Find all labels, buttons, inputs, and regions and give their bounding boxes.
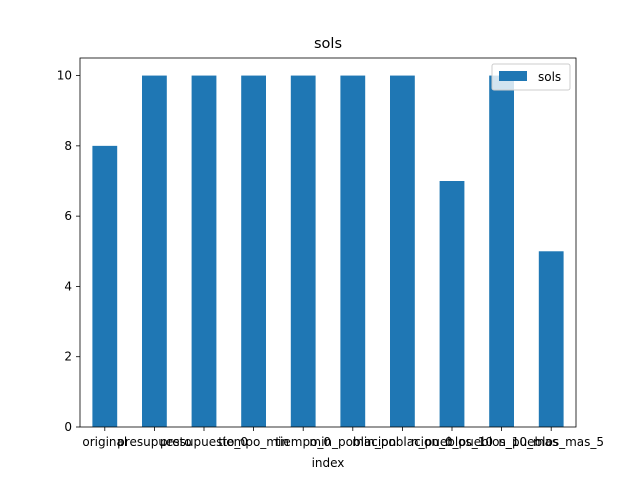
bar-original bbox=[92, 145, 118, 427]
bar-n_pueblos_mas_5 bbox=[538, 251, 564, 427]
bars-group bbox=[92, 75, 564, 428]
bar-min_poblacion bbox=[340, 75, 366, 428]
x-tick-label: presupuesto_0 bbox=[160, 435, 248, 449]
bar-tiempo_min bbox=[241, 75, 266, 428]
y-tick-label: 10 bbox=[57, 69, 72, 83]
y-tick-label: 2 bbox=[64, 350, 72, 364]
x-axis-label: index bbox=[312, 456, 345, 470]
y-tick-label: 8 bbox=[64, 139, 72, 153]
y-tick-label: 0 bbox=[64, 420, 72, 434]
bar-n_pueblos_10_mas bbox=[489, 75, 514, 428]
x-ticks-group: originalpresupuestopresupuesto_0tiempo_m… bbox=[82, 427, 604, 449]
y-tick-label: 4 bbox=[64, 279, 72, 293]
x-tick-label: presupuesto bbox=[117, 435, 191, 449]
legend-label: sols bbox=[538, 70, 561, 84]
bar-tiempo_0 bbox=[290, 75, 316, 428]
plot-frame bbox=[79, 57, 577, 428]
legend-frame bbox=[491, 63, 571, 91]
x-tick-label: min_poblacion_0 bbox=[352, 435, 452, 449]
y-ticks-group: 0 2 4 6 8 10 bbox=[57, 69, 80, 434]
bar-presupuesto_0 bbox=[191, 75, 217, 428]
axes-group bbox=[79, 57, 577, 428]
x-tick-label: tiempo_0 bbox=[275, 435, 331, 449]
bar-presupuesto bbox=[142, 75, 167, 428]
x-tick-label: n_pueblos_10 bbox=[411, 435, 493, 449]
x-tick-label: n_pueblos_10_mas bbox=[445, 435, 558, 449]
bar-n_pueblos_10 bbox=[439, 181, 465, 427]
x-tick-label: original bbox=[82, 435, 127, 449]
y-tick-label: 6 bbox=[64, 209, 72, 223]
x-tick-label: tiempo_min bbox=[218, 435, 289, 449]
x-tick-label: min_poblacion bbox=[309, 435, 396, 449]
legend: sols bbox=[491, 63, 571, 91]
x-tick-label: n_pueblos_mas_5 bbox=[498, 435, 604, 449]
chart-title: sols bbox=[314, 36, 342, 52]
bar-min_poblacion_0 bbox=[390, 75, 415, 428]
legend-swatch bbox=[499, 71, 527, 81]
